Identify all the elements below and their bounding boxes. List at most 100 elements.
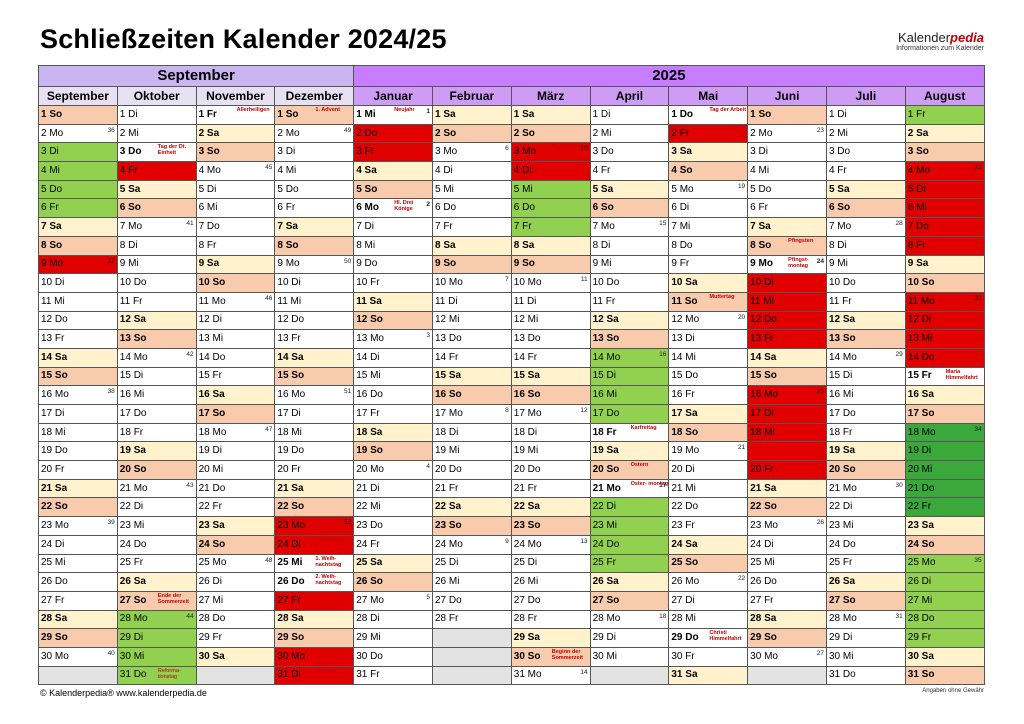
day-label: 14 Mo xyxy=(592,351,621,363)
day-label: 11 Di xyxy=(434,295,458,307)
day-cell: 23 Do xyxy=(353,516,433,536)
day-cell: 20 Mi xyxy=(904,460,985,480)
day-cell: 12 Di xyxy=(904,310,985,331)
day-cell: 18 Sa xyxy=(353,422,433,443)
week-number: 41 xyxy=(186,220,194,228)
day-label: 29 Mi xyxy=(356,632,381,644)
day-cell: 20 So xyxy=(116,460,197,480)
day-label: 19 Mi xyxy=(434,445,460,457)
day-label: 12 Do xyxy=(41,314,68,326)
day-cell: 13 Do xyxy=(431,329,512,349)
day-cell: 26 Do xyxy=(38,572,118,592)
day-cell: 9 Mi xyxy=(116,254,197,275)
day-cell: 13 Mi xyxy=(904,329,985,349)
day-label: 5 Sa xyxy=(592,183,614,195)
day-cell: 19 Di xyxy=(195,441,276,462)
day-cell: 10 Di xyxy=(747,273,827,293)
day-label: 6 So xyxy=(592,202,614,214)
day-label: 21 Fr xyxy=(434,482,459,494)
day-label: 2 So xyxy=(513,127,535,139)
year-header-2025: 2025 xyxy=(353,65,985,87)
day-label: 15 Fr xyxy=(907,370,932,382)
day-label: 18 So xyxy=(671,426,699,438)
day-label: 1 Di xyxy=(828,108,847,120)
day-cell: 16 Mo 38 xyxy=(38,385,118,405)
day-cell: 28 Do xyxy=(195,609,276,630)
day-cell: 8 Mi xyxy=(353,235,433,256)
day-cell: 5 Sa xyxy=(589,179,670,200)
day-label: 4 So xyxy=(671,164,693,176)
day-cell: 22 So xyxy=(747,497,827,518)
day-label: 15 Fr xyxy=(198,370,222,382)
day-cell: 18 Fr Karfreitag xyxy=(589,422,670,443)
day-label: 6 Mi xyxy=(198,202,218,214)
day-cell: 27 So xyxy=(825,590,906,611)
day-label: 19 Do xyxy=(41,445,68,457)
day-cell: 21 Fr xyxy=(431,478,512,499)
day-cell: 24 Mo 13 xyxy=(510,534,591,555)
day-cell: 16 Fr xyxy=(668,385,749,405)
day-cell: 15 Sa xyxy=(431,366,512,387)
day-label: 20 Mo xyxy=(356,463,384,475)
day-label: 9 Mo xyxy=(41,258,64,270)
week-number: 28 xyxy=(895,220,903,228)
day-cell: 9 Mi xyxy=(589,254,670,275)
day-label: 24 Do xyxy=(828,538,856,550)
day-label: 8 So xyxy=(277,239,299,251)
day-label: 2 Mi xyxy=(828,127,848,139)
holiday-note: Tag der Arbeit xyxy=(709,107,747,113)
day-cell: 26 Sa xyxy=(825,572,906,592)
day-label: 22 Mi xyxy=(356,501,381,513)
day-cell: 30 Mo 27 xyxy=(747,646,827,667)
day-label: 5 Mi xyxy=(513,183,533,195)
day-label: 20 Fr xyxy=(277,463,301,475)
day-cell: 5 Mo 19 xyxy=(668,179,749,200)
day-label: 16 Do xyxy=(356,389,383,401)
day-label: 6 Do xyxy=(513,202,535,214)
day-label: 25 Mi xyxy=(41,557,66,569)
holiday-note: Allerheiligen xyxy=(236,107,270,113)
day-cell: 8 Di xyxy=(116,235,197,256)
day-cell: 31 So xyxy=(904,665,985,686)
day-label: 2 Mi xyxy=(592,127,612,139)
week-number: 37 xyxy=(107,257,115,265)
day-cell: 11 Di xyxy=(431,291,512,312)
week-number: 40 xyxy=(107,649,115,657)
day-label: 25 Mo xyxy=(198,557,227,569)
day-cell: 4 Mi xyxy=(747,161,827,181)
day-label: 26 Do xyxy=(277,576,305,588)
day-cell: 14 Mo 42 xyxy=(116,347,197,368)
day-cell xyxy=(38,665,118,686)
day-cell: 21 Mo Oster- montag 17 xyxy=(589,478,670,499)
day-label: 14 Sa xyxy=(750,351,777,363)
day-cell: 1 Fr Allerheiligen xyxy=(195,105,276,125)
day-label: 10 Di xyxy=(41,277,65,289)
holiday-note: Ende der Sommerzeit xyxy=(157,592,189,605)
day-label: 4 Mi xyxy=(750,164,770,176)
day-label: 27 Do xyxy=(513,594,541,606)
day-cell: 13 So xyxy=(825,329,906,349)
day-cell: 17 Fr xyxy=(353,404,433,424)
month-header: Mai xyxy=(668,86,749,106)
day-cell: 3 Do xyxy=(825,142,906,163)
day-cell: 2 Mi xyxy=(825,123,906,144)
brand-logo[interactable]: Kalenderpedia Informationen zum Kalender xyxy=(896,30,984,52)
day-label: 18 Fr xyxy=(592,426,617,438)
day-label: 22 Sa xyxy=(434,501,462,513)
week-number: 10 xyxy=(580,145,588,153)
day-label: 23 Mi xyxy=(119,519,145,531)
day-cell: 21 Mi xyxy=(668,478,749,499)
day-label: 24 Mo xyxy=(513,538,542,550)
day-cell: 29 Mi xyxy=(353,628,433,648)
day-label: 1 Mi xyxy=(356,108,376,120)
day-label: 24 Sa xyxy=(671,538,698,550)
day-label: 9 So xyxy=(513,258,535,270)
day-cell: 5 Do xyxy=(747,179,827,200)
day-cell: 1 So xyxy=(747,105,827,125)
day-label: 6 Fr xyxy=(750,202,768,214)
day-label: 30 Do xyxy=(356,650,383,662)
week-number: 46 xyxy=(265,294,273,302)
day-cell: 27 So xyxy=(589,590,670,611)
day-cell: 23 Mo 26 xyxy=(747,516,827,536)
day-label: 13 Mi xyxy=(198,333,224,345)
